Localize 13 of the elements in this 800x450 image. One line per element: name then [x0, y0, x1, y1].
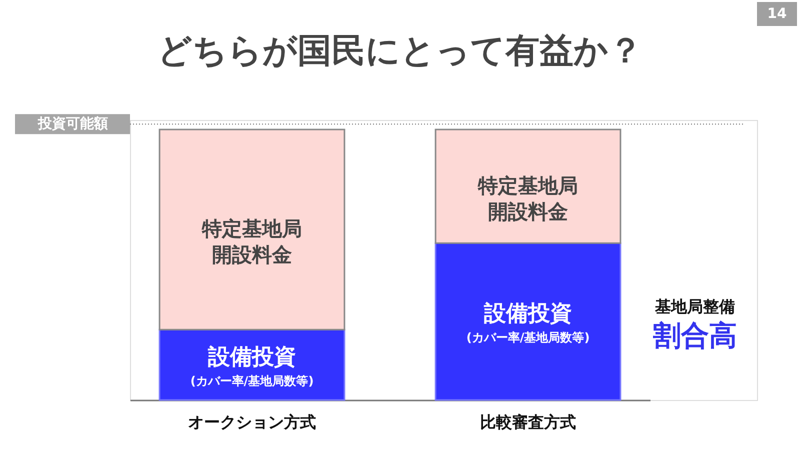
ref-line-label: 投資可能額 [37, 115, 108, 132]
text: 14 [767, 6, 787, 22]
annotation: (カバー率/基地局数等) [466, 330, 590, 345]
text: 設備投資 [484, 302, 572, 327]
annotation: 割合高 [652, 319, 737, 352]
annotation: 基地局整備 [654, 297, 735, 316]
text: 特定基地局開設料金 [202, 216, 302, 267]
x-tick-label: オークション方式 [188, 412, 316, 432]
chart-title: どちらが国民にとって有益か？ [158, 31, 642, 71]
annotation: (カバー率/基地局数等) [190, 374, 314, 388]
series-label: 特定基地局開設料金 [477, 173, 578, 224]
x-tick-label: 比較審査方式 [480, 412, 576, 432]
series-label: 設備投資 [206, 344, 296, 370]
